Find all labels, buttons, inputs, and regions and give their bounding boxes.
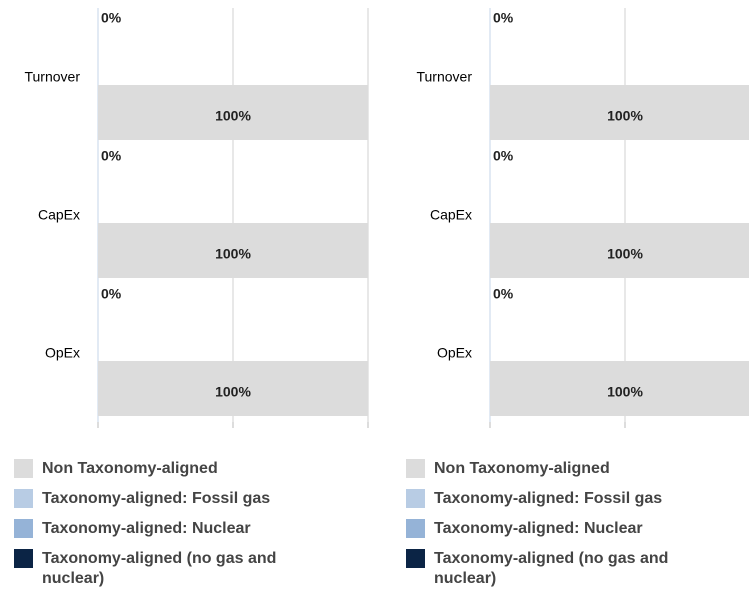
- legend-item: Taxonomy-aligned: Nuclear: [406, 519, 706, 539]
- value-label: 0%: [101, 10, 122, 26]
- bar-segment: [490, 85, 749, 140]
- bar-segment: [98, 223, 368, 278]
- legend: Non Taxonomy-aligned Taxonomy-aligned: Fo…: [14, 459, 314, 599]
- category-label: Turnover: [24, 69, 80, 85]
- legend-item: Taxonomy-aligned: Fossil gas: [14, 489, 314, 509]
- category-label: OpEx: [437, 345, 472, 361]
- legend-swatch: [14, 489, 33, 508]
- legend-item: Non Taxonomy-aligned: [406, 459, 706, 479]
- category-label: OpEx: [45, 345, 80, 361]
- legend-label: Taxonomy-aligned: Fossil gas: [42, 490, 271, 507]
- legend-swatch: [406, 519, 425, 538]
- value-label: 0%: [101, 286, 122, 302]
- legend-label: Taxonomy-aligned: Fossil gas: [434, 490, 663, 507]
- legend: Non Taxonomy-aligned Taxonomy-aligned: Fo…: [406, 459, 706, 599]
- legend-item: Taxonomy-aligned (no gas and nuclear): [14, 549, 314, 589]
- value-label: 100%: [607, 246, 643, 262]
- legend-item: Taxonomy-aligned: Nuclear: [14, 519, 314, 539]
- charts: Turnover 0% 0% 100% CapEx 0% 0% 100% OpEx 0% 0% 100…: [24, 8, 749, 428]
- value-label: 100%: [607, 384, 643, 400]
- legend-label: Non Taxonomy-aligned: [434, 460, 610, 477]
- legend-label: Taxonomy-aligned (no gas and nuclear): [42, 550, 277, 587]
- category-label: CapEx: [38, 207, 80, 223]
- category-label: CapEx: [430, 207, 472, 223]
- value-label: 0%: [101, 148, 122, 164]
- bar-segment: [490, 223, 749, 278]
- value-label: 100%: [215, 384, 251, 400]
- value-label: 0%: [493, 148, 514, 164]
- legend-item: Taxonomy-aligned (no gas and nuclear): [406, 549, 706, 589]
- legend-label: Taxonomy-aligned (no gas and nuclear): [434, 550, 669, 587]
- value-label: 0%: [493, 286, 514, 302]
- bar-segment: [98, 85, 368, 140]
- legend-swatch: [406, 549, 425, 568]
- bar-segment: [98, 361, 368, 416]
- bar-segment: [490, 361, 749, 416]
- legend-swatch: [14, 549, 33, 568]
- legend-swatch: [14, 519, 33, 538]
- legend-label: Taxonomy-aligned: Nuclear: [42, 520, 251, 537]
- legend-swatch: [406, 459, 425, 478]
- value-label: 100%: [215, 246, 251, 262]
- value-label: 100%: [607, 108, 643, 124]
- legend-label: Non Taxonomy-aligned: [42, 460, 218, 477]
- value-label: 100%: [215, 108, 251, 124]
- category-label: Turnover: [416, 69, 472, 85]
- legend-item: Taxonomy-aligned: Fossil gas: [406, 489, 706, 509]
- legend-label: Taxonomy-aligned: Nuclear: [434, 520, 643, 537]
- value-label: 0%: [493, 10, 514, 26]
- legend-swatch: [406, 489, 425, 508]
- legend-item: Non Taxonomy-aligned: [14, 459, 314, 479]
- legend-swatch: [14, 459, 33, 478]
